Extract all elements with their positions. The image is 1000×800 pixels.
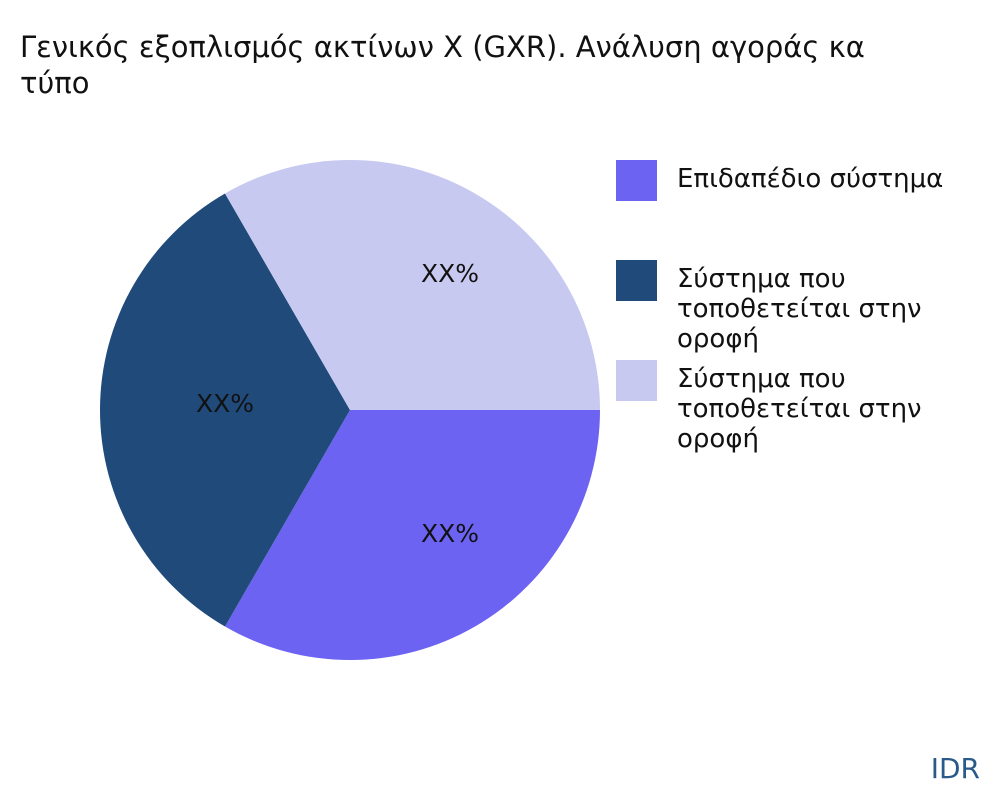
chart-title: Γενικός εξοπλισμός ακτίνων X (GXR). Ανάλ…	[20, 30, 865, 64]
watermark: IDR	[930, 752, 980, 785]
legend-item: Σύστημα που τοποθετείται στην οροφή	[616, 360, 977, 454]
legend-swatch	[616, 260, 657, 301]
legend-label: Σύστημα που τοποθετείται στην οροφή	[677, 264, 922, 354]
legend-label: Σύστημα που τοποθετείται στην οροφή	[677, 364, 922, 454]
legend-item: Επιδαπέδιο σύστημα	[616, 160, 977, 201]
chart-title: τύπο	[20, 66, 90, 100]
legend-label: Επιδαπέδιο σύστημα	[677, 164, 944, 194]
pie-slice	[225, 160, 600, 410]
value-label: XX%	[421, 259, 479, 288]
value-label: XX%	[196, 389, 254, 418]
legend-item: Σύστημα που τοποθετείται στην οροφή	[616, 260, 977, 354]
legend-swatch	[616, 360, 657, 401]
legend-swatch	[616, 160, 657, 201]
value-label: XX%	[421, 519, 479, 548]
pie-slice	[225, 410, 600, 660]
